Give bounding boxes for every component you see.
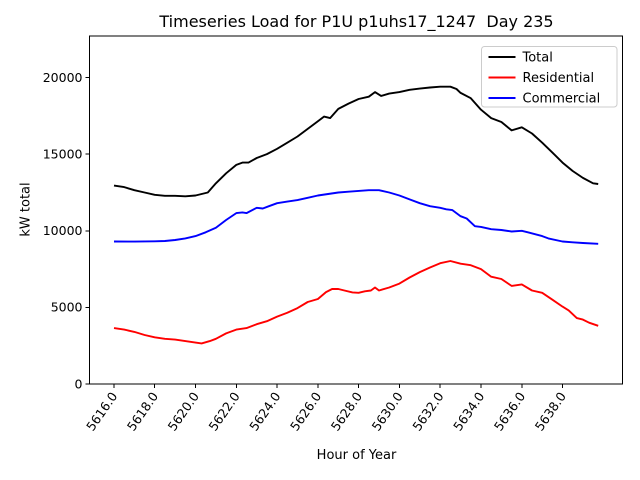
legend-label-commercial: Commercial [523, 92, 601, 107]
x-tick-label: 5626.0 [287, 389, 324, 433]
y-tick-label: 10000 [43, 223, 83, 238]
x-tick-label: 5630.0 [369, 389, 406, 433]
legend-box [481, 46, 618, 108]
y-tick-label: 15000 [43, 146, 83, 161]
x-tick-label: 5622.0 [205, 389, 242, 433]
chart-title: Timeseries Load for P1U p1uhs17_1247 Day… [159, 12, 554, 31]
x-tick-label: 5616.0 [83, 389, 120, 433]
x-tick-label: 5636.0 [491, 389, 528, 433]
x-tick-label: 5620.0 [165, 389, 202, 433]
y-tick-label: 5000 [51, 300, 83, 315]
series-line-commercial [113, 189, 599, 245]
x-tick-label: 5628.0 [328, 389, 365, 433]
y-tick-label: 0 [75, 376, 83, 391]
x-tick-label: 5618.0 [124, 389, 161, 433]
x-axis-label: Hour of Year [316, 448, 397, 463]
series-line-residential [113, 260, 599, 345]
legend-label-total: Total [522, 51, 553, 66]
y-tick-label: 20000 [43, 70, 83, 85]
x-tick-label: 5624.0 [246, 389, 283, 433]
legend-label-residential: Residential [523, 71, 595, 86]
x-tick-label: 5634.0 [450, 389, 487, 433]
x-tick-label: 5632.0 [409, 389, 446, 433]
x-tick-label: 5638.0 [532, 389, 569, 433]
series-line-total [113, 85, 599, 198]
axes-spines [89, 35, 624, 385]
